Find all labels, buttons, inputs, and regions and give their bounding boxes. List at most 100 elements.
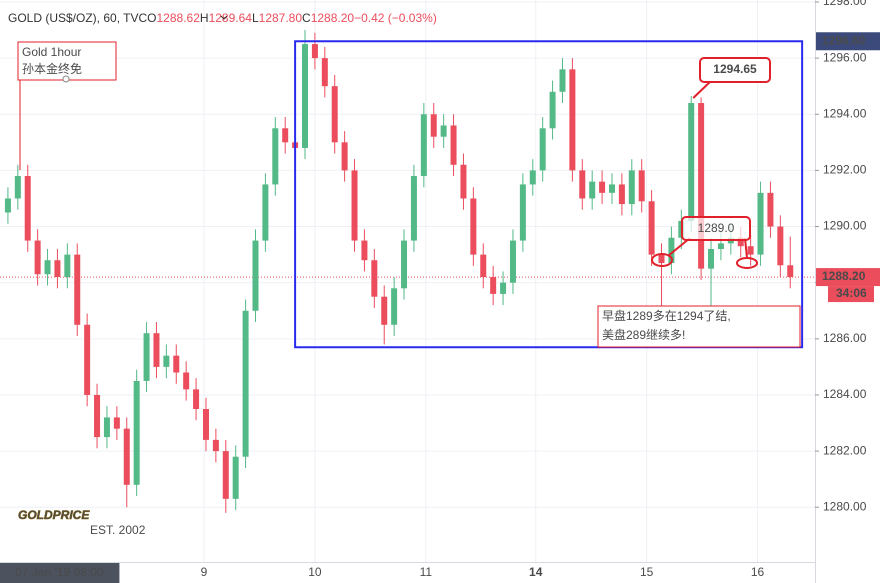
x-tick-label: 10: [308, 565, 322, 579]
candle-body: [737, 237, 744, 247]
candle-body: [143, 333, 150, 381]
y-tick-label: 1282.00: [823, 443, 867, 457]
y-tick-label: 1294.00: [823, 106, 867, 120]
candle-body: [668, 237, 675, 264]
open-value: 1288.62: [157, 11, 201, 25]
candle-body: [94, 394, 101, 438]
candle-body: [193, 389, 200, 410]
candle-body: [123, 428, 130, 485]
candle-body: [589, 181, 596, 199]
candle-body: [579, 170, 586, 199]
candle-body: [232, 456, 239, 499]
entry-label: 1289.0: [698, 221, 735, 235]
y-tick-label: 1280.00: [823, 499, 867, 513]
countdown-bg: [828, 286, 874, 303]
candle-body: [311, 44, 318, 59]
candle-body: [708, 248, 715, 269]
candle-body: [450, 125, 457, 165]
price-tag-bg: [816, 268, 880, 287]
candle-body: [282, 128, 289, 143]
note-line: 早盘1289多在1294了结,: [602, 308, 731, 323]
candle-body: [559, 69, 566, 92]
y-tick-label: 1290.00: [823, 219, 867, 233]
peak-box: [699, 57, 771, 83]
candle-body: [361, 240, 368, 261]
countdown: 34:06: [836, 286, 867, 300]
candle-body: [212, 439, 219, 452]
candle-body: [202, 409, 209, 440]
crosshair-tag: 07 Jan '19 08:00: [15, 565, 104, 579]
note-line: 美盘289继续多!: [602, 327, 685, 342]
high-label: H: [200, 11, 209, 25]
x-tick-label: 14: [529, 565, 543, 579]
candle-body: [787, 265, 794, 278]
x-tick-label: 15: [640, 565, 654, 579]
close-value: 1288.20: [311, 11, 355, 25]
candle-body: [539, 128, 546, 171]
candle-body: [351, 170, 358, 241]
candle-body: [410, 176, 417, 241]
y-tick-label: 1286.00: [823, 331, 867, 345]
low-label: L: [252, 11, 259, 25]
annotation-box: [17, 41, 117, 81]
x-tick-label: 16: [751, 565, 765, 579]
candle-body: [658, 254, 665, 264]
candle-body: [757, 192, 764, 255]
candle-body: [34, 240, 41, 275]
change: −0.42 (−0.03%): [354, 11, 437, 25]
candle-body: [54, 260, 61, 278]
annotation-dot: [62, 75, 70, 83]
watermark-brand: GOLDPRICE: [18, 508, 90, 522]
dropdown-caret: [220, 15, 228, 20]
candle-body: [173, 355, 180, 373]
x-tick-label: 9: [201, 565, 208, 579]
candle-body: [64, 254, 71, 278]
candle-body: [381, 296, 388, 325]
candle-body: [608, 184, 615, 193]
candle-body: [648, 201, 655, 255]
y-tick-label: 1292.00: [823, 163, 867, 177]
candle-body: [688, 103, 695, 221]
candle-body: [4, 198, 11, 213]
candle-body: [529, 170, 536, 185]
candle-body: [242, 310, 249, 457]
candle-body: [84, 324, 91, 395]
open-label: O: [147, 11, 156, 25]
candle-body: [113, 417, 120, 429]
annotation-title: Gold 1hour: [22, 45, 81, 59]
candle-body: [460, 164, 467, 199]
x-tick-label: 11: [420, 565, 433, 579]
price-tag: 1288.20: [822, 269, 866, 283]
candle-body: [490, 277, 497, 294]
range-tag-bg: [816, 32, 880, 51]
candle-body: [302, 44, 309, 148]
watermark-est: EST. 2002: [90, 523, 146, 537]
candle-body: [470, 198, 477, 255]
note-box: [597, 305, 801, 348]
candle-body: [44, 260, 51, 275]
candle-body: [331, 86, 338, 143]
candle-body: [103, 417, 110, 438]
candle-body: [569, 69, 576, 171]
candle-body: [420, 114, 427, 177]
candle-body: [717, 243, 724, 249]
range-tag: 1296.60: [822, 33, 866, 47]
candle-body: [509, 240, 516, 283]
candle-body: [272, 128, 279, 185]
candle-body: [133, 380, 140, 485]
low-value: 1287.80: [259, 11, 303, 25]
candle-body: [222, 451, 229, 499]
candle-body: [500, 282, 507, 294]
candle-body: [401, 240, 408, 289]
candle-body: [440, 125, 447, 137]
close-label: C: [302, 11, 311, 25]
entry-box: [681, 216, 751, 241]
header: GOLD (US$/OZ), 60, TVCO1288.62H1289.64L1…: [8, 11, 437, 25]
annotation-author: 孙本金终免: [22, 61, 82, 76]
candle-body: [698, 103, 705, 269]
peak-label: 1294.65: [713, 62, 757, 76]
candle-body: [371, 260, 378, 297]
candle-body: [747, 246, 754, 255]
